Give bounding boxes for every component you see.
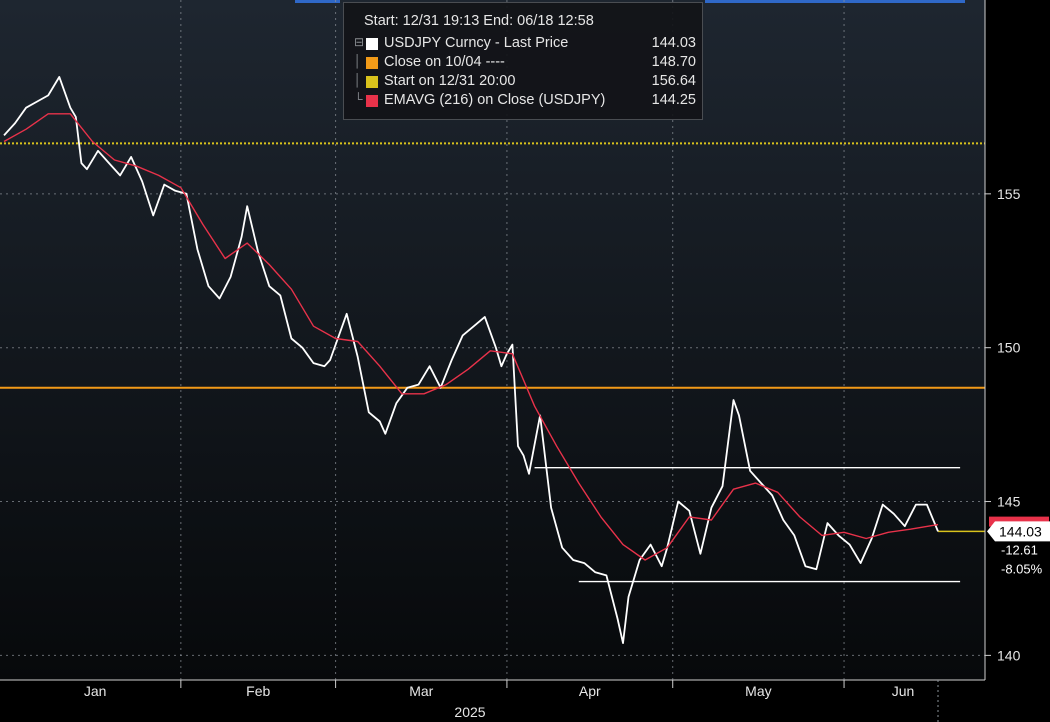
- legend-label: USDJPY Curncy - Last Price: [384, 35, 569, 51]
- y-tick-label: 150: [997, 340, 1021, 356]
- chart-legend: Start: 12/31 19:13 End: 06/18 12:58 ⊟ US…: [343, 2, 703, 120]
- price-badge: [987, 521, 1050, 542]
- collapse-icon[interactable]: ⊟: [354, 35, 365, 49]
- legend-value: 156.64: [651, 73, 696, 89]
- x-tick-label: Mar: [409, 683, 433, 699]
- x-axis-panel: [0, 680, 985, 722]
- series-lines: [3, 76, 939, 644]
- swatch-icon: [366, 57, 378, 69]
- grid-lines: [0, 0, 985, 680]
- swatch-icon: [366, 95, 378, 107]
- price-line: [3, 76, 939, 644]
- legend-item-start-on[interactable]: │ Start on 12/31 20:00 156.64: [350, 73, 696, 92]
- swatch-icon: [366, 76, 378, 88]
- legend-item-emavg[interactable]: └ EMAVG (216) on Close (USDJPY) 144.25: [350, 92, 696, 111]
- tree-branch-icon: └: [354, 92, 363, 106]
- y-tick-label: 155: [997, 186, 1021, 202]
- tree-branch-icon: │: [354, 73, 362, 87]
- legend-label: Start on 12/31 20:00: [384, 73, 516, 89]
- x-tick-label: Feb: [246, 683, 270, 699]
- legend-label: EMAVG (216) on Close (USDJPY): [384, 92, 606, 108]
- x-tick-label: May: [745, 683, 771, 699]
- y-tick-label: 140: [997, 647, 1021, 663]
- tree-branch-icon: │: [354, 54, 362, 68]
- x-tick-label: Apr: [579, 683, 601, 699]
- tab-indicator-right: [705, 0, 965, 3]
- tab-indicator-left: [295, 0, 340, 3]
- legend-label: Close on 10/04 ----: [384, 54, 505, 70]
- x-tick-label: Jun: [892, 683, 915, 699]
- price-badge-value: 144.03: [999, 523, 1042, 539]
- x-axis-year-label: 2025: [454, 704, 485, 720]
- swatch-icon: [366, 38, 378, 50]
- change-percent: -8.05%: [1001, 561, 1043, 576]
- legend-value: 144.25: [651, 92, 696, 108]
- date-range-label: Start: 12/31 19:13 End: 06/18 12:58: [364, 13, 594, 29]
- y-tick-label: 145: [997, 494, 1021, 510]
- legend-item-last-price[interactable]: ⊟ USDJPY Curncy - Last Price 144.03: [350, 35, 696, 54]
- change-value: -12.61: [1001, 542, 1038, 557]
- axes: 140 145 150 155 Jan Feb Mar Apr May Jun 2025: [0, 0, 1021, 722]
- x-tick-label: Jan: [84, 683, 107, 699]
- legend-item-close-on[interactable]: │ Close on 10/04 ---- 148.70: [350, 54, 696, 73]
- legend-value: 148.70: [651, 54, 696, 70]
- last-value-badges: 144.03 -12.61 -8.05%: [987, 521, 1050, 576]
- legend-value: 144.03: [651, 35, 696, 51]
- y-axis-panel: [985, 0, 1050, 722]
- ema-line: [3, 113, 939, 561]
